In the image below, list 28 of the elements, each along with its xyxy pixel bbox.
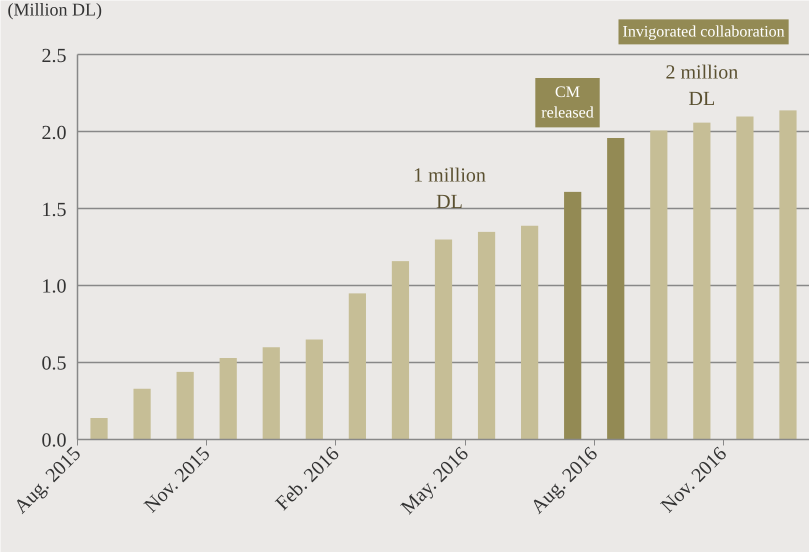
bar (133, 388, 151, 440)
y-tick-label: 0.0 (42, 430, 66, 452)
bar (348, 293, 366, 440)
annotation: 1 million DL (413, 164, 486, 213)
y-tick-label: 0.5 (42, 352, 66, 375)
bar (306, 340, 323, 440)
bar (779, 110, 797, 440)
y-axis-title: (Million DL) (8, 0, 102, 20)
bar (693, 122, 710, 440)
bar (478, 232, 496, 440)
text: Invigorated collaboration (622, 23, 785, 40)
bar (564, 192, 582, 440)
y-tick-label: 1.0 (42, 276, 66, 298)
bar (90, 418, 108, 440)
bar (220, 358, 237, 440)
bar (176, 372, 194, 440)
bar (434, 240, 452, 440)
bar (521, 226, 538, 440)
bar (650, 130, 668, 440)
bar (607, 138, 624, 440)
bar (262, 347, 280, 440)
annotation: CM released (541, 84, 594, 122)
bar (736, 116, 754, 440)
annotation: 2 million DL (665, 62, 738, 110)
y-tick-label: 1.5 (42, 198, 66, 221)
bar (392, 261, 410, 440)
y-tick-label: 2.0 (42, 122, 66, 144)
y-tick-label: 2.5 (42, 44, 66, 67)
